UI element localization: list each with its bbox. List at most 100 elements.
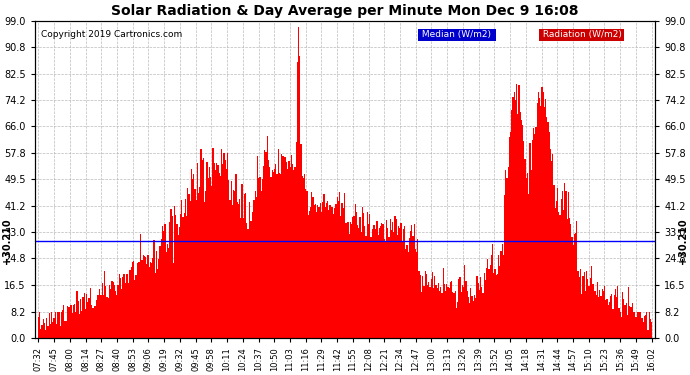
Bar (124, 274, 125, 338)
Bar (473, 301, 474, 338)
Bar (326, 203, 327, 338)
Bar (578, 271, 579, 338)
Bar (126, 274, 127, 338)
Bar (526, 178, 527, 338)
Bar (152, 258, 153, 338)
Bar (306, 191, 308, 338)
Bar (562, 191, 563, 338)
Bar (358, 228, 359, 338)
Bar (555, 208, 556, 338)
Bar (550, 149, 551, 338)
Text: +30.210: +30.210 (2, 218, 12, 264)
Bar (492, 244, 493, 338)
Bar (645, 315, 646, 338)
Bar (276, 174, 277, 338)
Bar (187, 188, 188, 338)
Bar (439, 291, 440, 338)
Bar (106, 297, 108, 338)
Bar (646, 312, 647, 338)
Bar (405, 249, 406, 338)
Bar (139, 262, 140, 338)
Bar (346, 224, 347, 338)
Bar (331, 207, 332, 338)
Bar (230, 181, 232, 338)
Bar (239, 199, 240, 338)
Bar (299, 56, 300, 338)
Bar (122, 277, 124, 338)
Bar (628, 287, 629, 338)
Bar (219, 176, 221, 338)
Bar (627, 315, 628, 338)
Bar (513, 92, 515, 338)
Bar (167, 243, 168, 338)
Bar (641, 318, 642, 338)
Bar (565, 192, 566, 338)
Bar (528, 194, 529, 338)
Bar (232, 205, 233, 338)
Bar (520, 112, 521, 338)
Bar (59, 326, 61, 338)
Bar (377, 235, 379, 338)
Bar (90, 288, 91, 338)
Bar (214, 163, 215, 338)
Bar (385, 242, 386, 338)
Bar (43, 319, 44, 338)
Bar (185, 199, 186, 338)
Bar (217, 165, 219, 338)
Bar (338, 201, 339, 338)
Bar (369, 214, 371, 338)
Bar (112, 282, 114, 338)
Bar (600, 296, 602, 338)
Bar (311, 192, 313, 338)
Bar (524, 159, 526, 338)
Bar (532, 140, 533, 338)
Bar (350, 222, 351, 338)
Bar (491, 255, 492, 338)
Bar (91, 304, 92, 338)
Bar (96, 300, 97, 338)
Bar (608, 305, 609, 338)
Bar (421, 291, 422, 338)
Bar (402, 242, 403, 338)
Bar (576, 221, 578, 338)
Bar (97, 295, 98, 338)
Bar (381, 224, 382, 338)
Bar (386, 220, 387, 338)
Bar (257, 156, 258, 338)
Bar (410, 231, 411, 338)
Bar (527, 173, 528, 338)
Bar (484, 273, 485, 338)
Bar (74, 304, 75, 338)
Bar (397, 235, 398, 338)
Bar (48, 326, 49, 338)
Bar (184, 213, 185, 338)
Bar (256, 197, 257, 338)
Bar (538, 92, 539, 338)
Bar (263, 166, 264, 338)
Bar (406, 245, 408, 338)
Bar (148, 267, 150, 338)
Bar (352, 217, 353, 338)
Bar (111, 281, 112, 338)
Bar (563, 210, 564, 338)
Bar (390, 219, 391, 338)
Bar (99, 290, 101, 338)
Bar (445, 291, 446, 338)
Bar (440, 288, 442, 338)
Bar (315, 204, 316, 338)
Bar (611, 294, 613, 338)
Bar (186, 216, 187, 338)
Bar (195, 189, 196, 338)
Bar (191, 169, 192, 338)
Bar (109, 285, 110, 338)
Bar (292, 164, 293, 338)
Bar (328, 210, 329, 338)
Bar (423, 286, 424, 338)
Bar (63, 305, 64, 338)
Bar (531, 170, 532, 338)
Bar (376, 221, 377, 338)
Bar (593, 284, 594, 338)
Bar (40, 329, 41, 338)
Bar (57, 312, 59, 338)
Bar (298, 27, 299, 338)
